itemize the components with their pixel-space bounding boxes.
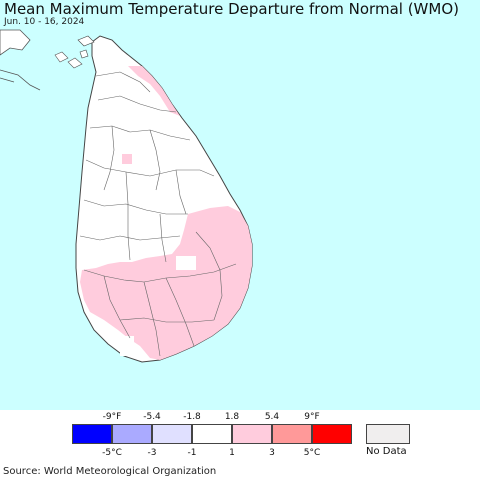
legend-swatch xyxy=(312,424,352,444)
legend-swatch xyxy=(72,424,112,444)
legend: -9°F -5.4 -1.8 1.8 5.4 9°F -5°C -3 -1 1 … xyxy=(0,408,480,468)
map xyxy=(0,0,480,410)
india-coast xyxy=(0,29,31,56)
jaffna-island-2 xyxy=(79,49,89,59)
source-credit: Source: World Meteorological Organizatio… xyxy=(3,466,217,477)
legend-c-tick: -3 xyxy=(147,448,157,458)
normal-patch xyxy=(120,336,134,356)
legend-f-tick: 9°F xyxy=(304,412,320,422)
warm-region-north xyxy=(128,66,180,116)
legend-c-tick: 1 xyxy=(229,448,235,458)
legend-f-tick: 5.4 xyxy=(264,412,280,422)
legend-f-tick: -1.8 xyxy=(183,412,201,422)
map-subtitle: Jun. 10 - 16, 2024 xyxy=(4,17,85,27)
legend-swatch xyxy=(272,424,312,444)
warm-region-south xyxy=(80,206,252,360)
india-coastline xyxy=(0,69,41,91)
legend-c-tick: -1 xyxy=(187,448,197,458)
india-coastline-2 xyxy=(0,77,15,83)
legend-f-tick: 1.8 xyxy=(224,412,240,422)
no-data-label: No Data xyxy=(366,446,407,457)
legend-swatch xyxy=(232,424,272,444)
legend-swatch xyxy=(152,424,192,444)
legend-swatch xyxy=(192,424,232,444)
island xyxy=(54,51,69,63)
normal-patch-2 xyxy=(176,256,196,270)
legend-c-tick: 5°C xyxy=(303,448,321,458)
legend-swatch xyxy=(112,424,152,444)
legend-f-tick: -9°F xyxy=(102,412,122,422)
legend-c-tick: 3 xyxy=(269,448,275,458)
jaffna-island xyxy=(77,35,95,47)
island-2 xyxy=(67,57,83,69)
district-boundaries xyxy=(79,71,237,357)
legend-c-tick: -5°C xyxy=(102,448,122,458)
no-data-swatch xyxy=(366,424,410,444)
warm-patch xyxy=(122,154,132,164)
legend-f-tick: -5.4 xyxy=(143,412,161,422)
map-title: Mean Maximum Temperature Departure from … xyxy=(4,0,459,18)
